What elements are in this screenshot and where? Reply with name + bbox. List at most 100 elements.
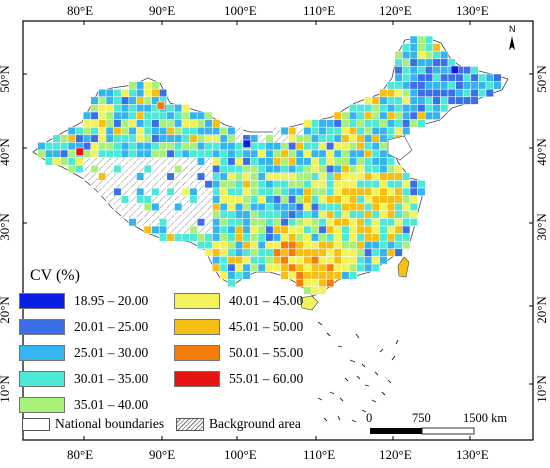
cv-grid-cell [52, 134, 61, 143]
background-area-cell [82, 157, 92, 166]
cv-grid-cell [379, 240, 388, 250]
cv-grid-cell [318, 164, 327, 174]
cv-grid-cell [212, 187, 221, 196]
cv-grid-cell [371, 218, 380, 227]
cv-grid-cell [90, 142, 99, 151]
cv-grid-cell [326, 119, 335, 128]
cv-grid-cell [341, 225, 350, 234]
background-area-cell [181, 157, 190, 166]
cv-grid-cell [128, 111, 137, 120]
cv-grid-cell [364, 96, 373, 105]
cv-grid-cell [250, 164, 259, 174]
cv-grid-cell [288, 164, 297, 174]
cv-grid-cell [424, 88, 434, 98]
island-marker [381, 391, 386, 396]
legend-item-8: 55.01 – 60.00 [174, 370, 303, 388]
background-area-cell [174, 210, 183, 219]
background-area-cell [295, 126, 304, 136]
island-marker [364, 384, 370, 387]
cv-grid-cell [364, 263, 373, 272]
cv-grid-cell [348, 149, 358, 158]
cv-grid-cell [227, 240, 236, 250]
cv-grid-cell [356, 187, 365, 196]
cv-grid-cell [364, 180, 373, 189]
longitude-label-110-bottom: 110°E [303, 447, 336, 462]
cv-grid-cell [219, 202, 228, 212]
cv-grid-cell [470, 73, 479, 82]
cv-grid-cell [310, 134, 320, 143]
cv-grid-cell [90, 96, 99, 105]
cv-grid-cell [424, 58, 434, 67]
cv-grid-cell [227, 195, 236, 204]
cv-grid-cell [326, 172, 335, 181]
cv-grid-cell [333, 210, 342, 219]
cv-grid-cell [250, 142, 259, 151]
cv-grid-cell [303, 180, 312, 189]
cv-grid-cell [364, 126, 373, 136]
cv-grid-cell [386, 240, 396, 250]
cv-grid-cell [120, 96, 130, 105]
cv-grid-cell [204, 149, 213, 158]
cv-grid-cell [379, 210, 388, 219]
background-area-cell [143, 187, 152, 196]
cv-grid-cell [136, 96, 145, 105]
cv-grid-cell [174, 202, 183, 212]
cv-grid-cell [242, 187, 251, 196]
cv-grid-cell [310, 157, 320, 166]
cv-grid-cell [462, 96, 472, 105]
cv-grid-cell [212, 225, 221, 234]
cv-grid-cell [295, 180, 304, 189]
cv-grid-cell [326, 134, 335, 143]
cv-grid-cell [409, 195, 418, 204]
cv-grid-cell [424, 50, 434, 60]
cv-grid-cell [333, 111, 342, 120]
cv-grid-cell [234, 195, 244, 204]
cv-grid-cell [303, 240, 312, 250]
cv-grid-cell [257, 164, 266, 174]
cv-grid-cell [250, 225, 259, 234]
island-marker [317, 321, 323, 326]
cv-grid-cell [158, 233, 168, 242]
cv-grid-cell [470, 81, 479, 90]
cv-grid-cell [371, 149, 380, 158]
background-area-cell [120, 202, 130, 212]
cv-grid-cell [432, 43, 441, 52]
cv-grid-cell [295, 240, 304, 250]
cv-grid-cell [196, 233, 206, 242]
cv-grid-cell [272, 142, 282, 151]
cv-grid-cell [234, 180, 244, 189]
cv-grid-cell [212, 119, 221, 128]
cv-grid-cell [288, 172, 297, 181]
legend-national-boundaries: National boundaries [22, 416, 164, 432]
cv-grid-cell [257, 202, 266, 212]
cv-grid-cell [348, 233, 358, 242]
island-marker [344, 377, 349, 382]
cv-grid-cell [364, 149, 373, 158]
cv-grid-cell [295, 187, 304, 196]
cv-grid-cell [478, 88, 487, 98]
background-area-cell [151, 210, 160, 219]
cv-grid-cell [295, 142, 304, 151]
cv-grid-cell [295, 195, 304, 204]
cv-grid-cell [417, 104, 426, 113]
cv-grid-cell [333, 271, 342, 280]
cv-grid-cell [303, 278, 312, 288]
cv-grid-cell [364, 240, 373, 250]
cv-grid-cell [113, 134, 122, 143]
cv-grid-cell [310, 218, 320, 227]
cv-grid-cell [105, 104, 114, 113]
cv-grid-cell [310, 286, 320, 295]
cv-grid-cell [409, 111, 418, 120]
cv-grid-cell [333, 256, 342, 265]
cv-grid-cell [250, 210, 259, 219]
cv-grid-cell [143, 134, 152, 143]
cv-grid-cell [242, 248, 251, 257]
cv-grid-cell [143, 104, 152, 113]
cv-grid-cell [265, 202, 274, 212]
cv-grid-cell [318, 202, 327, 212]
island-marker [323, 417, 328, 422]
taiwan-island [397, 256, 410, 278]
cv-grid-cell [409, 66, 418, 75]
cv-grid-cell [371, 172, 380, 181]
cv-grid-cell [219, 225, 228, 234]
